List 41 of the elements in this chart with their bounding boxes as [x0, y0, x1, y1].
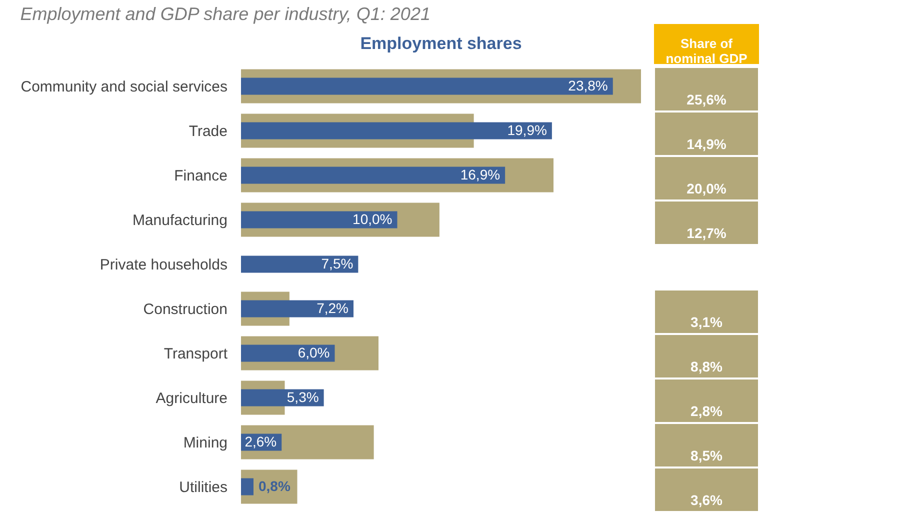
data-label: 25,6%	[686, 91, 727, 108]
y-tick-label: Utilities	[179, 478, 228, 496]
y-tick-label: Construction	[143, 300, 228, 318]
data-label: 8,5%	[690, 447, 723, 464]
data-label: 12,7%	[686, 224, 727, 241]
y-tick-label: Community and social services	[20, 78, 228, 96]
bar	[241, 478, 254, 496]
data-label: 8,8%	[690, 358, 723, 374]
y-tick-label: Transport	[164, 345, 228, 362]
bar	[241, 78, 613, 95]
bar	[241, 256, 358, 273]
bar	[241, 389, 324, 406]
bar	[241, 344, 335, 362]
bar	[241, 300, 354, 318]
data-label: 7,5%	[321, 255, 354, 272]
y-tick-label: Trade	[188, 122, 228, 140]
series-label: Share of nominal GDP	[666, 36, 748, 66]
bar	[241, 211, 398, 228]
data-label: 16,9%	[460, 166, 500, 182]
data-label: 23,8%	[568, 77, 608, 94]
data-label: 5,3%	[286, 388, 319, 405]
bar	[241, 122, 552, 140]
data-label: 10,0%	[352, 210, 392, 227]
data-label: 3,6%	[690, 492, 723, 508]
data-label: 20,0%	[686, 180, 727, 196]
bar	[241, 166, 506, 184]
data-label: 0,8%	[258, 478, 291, 494]
chart-title: Employment and GDP share per industry, Q1: 2021	[20, 4, 430, 24]
series-label: Employment shares	[360, 34, 522, 53]
y-tick-label: Finance	[174, 167, 228, 184]
y-tick-label: Agriculture	[156, 390, 228, 407]
data-label: 2,6%	[244, 433, 277, 450]
data-label: 6,0%	[298, 344, 330, 360]
data-label: 2,8%	[690, 402, 723, 419]
data-label: 14,9%	[686, 136, 727, 152]
data-label: 3,1%	[690, 314, 723, 330]
y-tick-label: Manufacturing	[132, 212, 228, 229]
data-label: 19,9%	[507, 122, 547, 138]
data-label: 7,2%	[316, 300, 348, 316]
y-tick-label: Mining	[183, 434, 228, 452]
y-tick-label: Private households	[100, 256, 228, 274]
